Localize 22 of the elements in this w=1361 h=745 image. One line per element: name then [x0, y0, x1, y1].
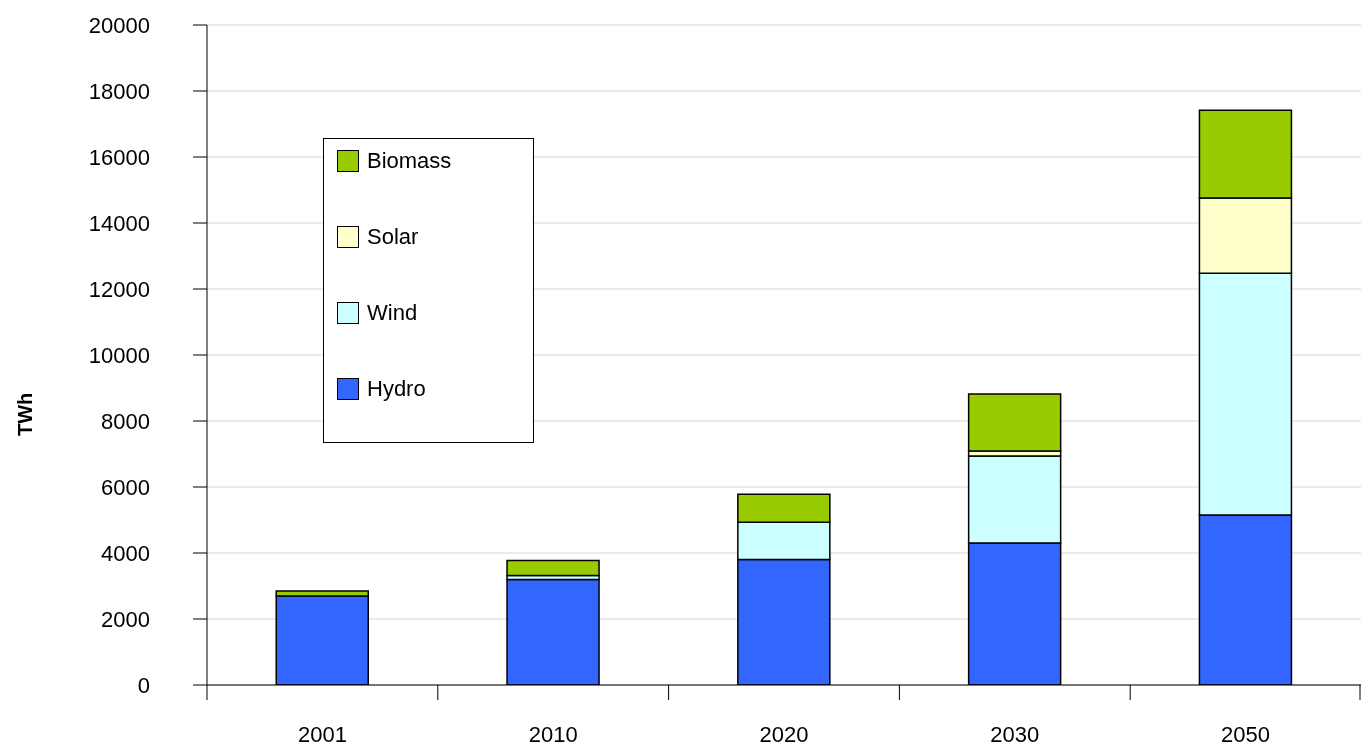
x-tick-label: 2020 — [759, 721, 809, 745]
bar — [506, 559, 600, 577]
y-tick-label: 2000 — [101, 606, 150, 632]
legend-label: Biomass — [367, 148, 452, 173]
legend-label: Hydro — [367, 376, 426, 401]
x-tick-label: 2010 — [528, 721, 578, 745]
x-tick-label: 2030 — [990, 721, 1040, 745]
y-tick-label: 10000 — [88, 342, 150, 368]
y-tick-label: 0 — [137, 672, 150, 698]
y-tick-label: 6000 — [101, 474, 150, 500]
legend-label: Solar — [367, 224, 419, 249]
y-tick-label: 12000 — [88, 276, 150, 302]
legend-label: Wind — [367, 300, 418, 325]
y-tick-label: 14000 — [88, 210, 150, 236]
y-axis-title: TWh — [14, 392, 36, 437]
x-tick-label: 2050 — [1221, 721, 1271, 745]
x-tick-label: 2001 — [297, 721, 347, 745]
y-tick-label: 8000 — [101, 408, 150, 434]
y-tick-label: 20000 — [88, 12, 150, 38]
y-tick-label: 4000 — [101, 540, 150, 566]
y-tick-label: 16000 — [88, 144, 150, 170]
y-tick-label: 18000 — [88, 78, 150, 104]
